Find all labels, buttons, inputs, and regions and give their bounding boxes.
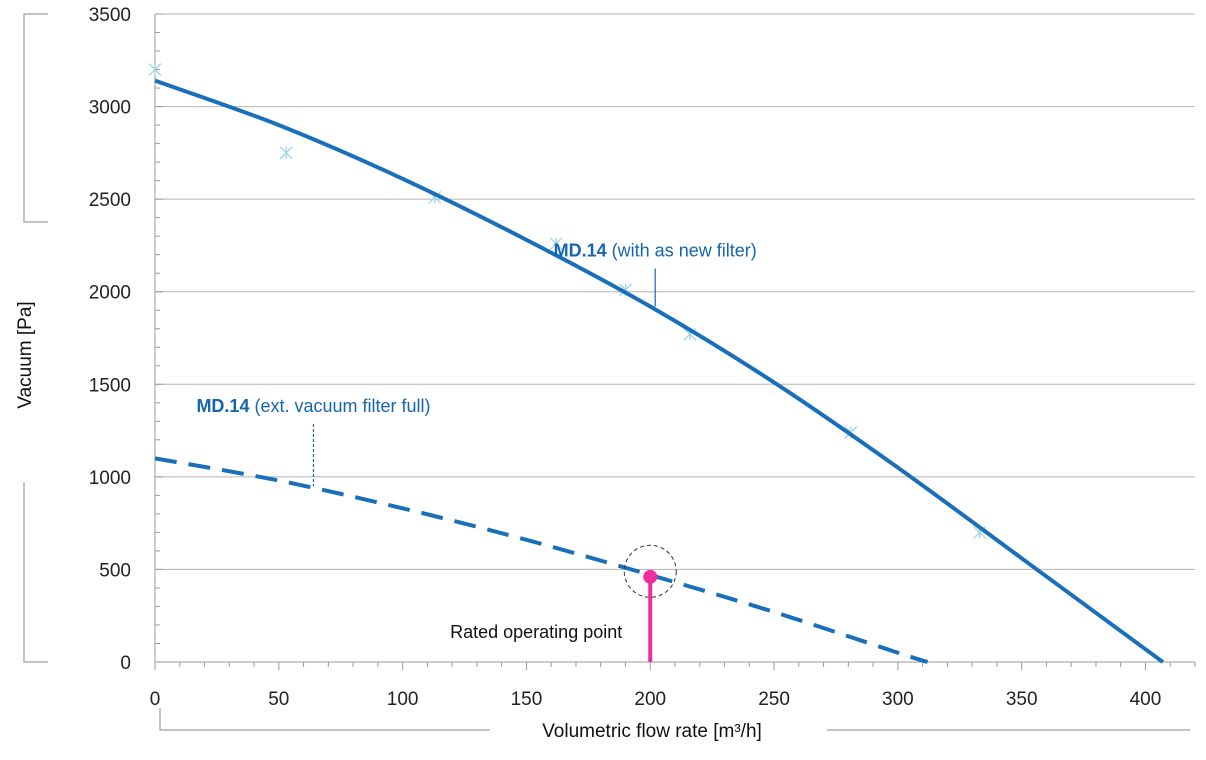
y-title-bracket-top xyxy=(23,13,48,223)
y-axis-title: Vacuum [Pa] xyxy=(15,301,36,408)
measured-point xyxy=(549,237,563,251)
y-tick-labels: 0 500 1000 1500 2000 2500 3000 3500 xyxy=(89,5,131,674)
x-tick-label: 200 xyxy=(634,689,666,710)
x-tick-label: 300 xyxy=(882,689,914,710)
y-tick-label: 3000 xyxy=(89,98,131,119)
y-tick-label: 0 xyxy=(120,653,131,674)
series-annotation-label: MD.14 (with as new filter) xyxy=(554,241,757,261)
x-tick-labels: 0 50 100 150 200 250 300 350 400 xyxy=(150,689,1162,710)
y-title-bracket-bottom xyxy=(23,482,48,663)
y-tick-label: 500 xyxy=(99,560,131,581)
y-tick-label: 3500 xyxy=(89,5,131,26)
x-tick-label: 350 xyxy=(1006,689,1038,710)
axes xyxy=(154,13,1196,670)
operating-point-highlight-circle xyxy=(623,544,677,598)
operating-point-marker xyxy=(643,569,658,584)
x-axis-title: Volumetric flow rate [m³/h] xyxy=(542,721,762,742)
chart-frame-decorations xyxy=(23,13,1190,731)
operating-point-label: Rated operating point xyxy=(450,622,622,642)
x-tick-label: 400 xyxy=(1130,689,1162,710)
y-tick-label: 2000 xyxy=(89,283,131,304)
x-title-bracket-left xyxy=(159,708,490,731)
measured-point xyxy=(279,146,293,160)
x-tick-label: 150 xyxy=(511,689,543,710)
gridlines xyxy=(155,13,1195,570)
x-tick-label: 50 xyxy=(268,689,289,710)
x-tick-label: 250 xyxy=(758,689,790,710)
y-tick-label: 1000 xyxy=(89,468,131,489)
series-line-new-filter xyxy=(154,78,1164,664)
annotations: MD.14 (with as new filter) MD.14 (ext. va… xyxy=(196,241,757,487)
y-tick-label: 1500 xyxy=(89,375,131,396)
measured-points xyxy=(148,63,987,539)
x-tick-label: 100 xyxy=(387,689,419,710)
series-lines xyxy=(154,78,1164,664)
y-tick-label: 2500 xyxy=(89,190,131,211)
x-tick-label: 0 xyxy=(150,689,161,710)
series-line-filter-full xyxy=(154,456,929,664)
measured-point xyxy=(148,63,162,77)
series-annotation-label: MD.14 (ext. vacuum filter full) xyxy=(196,396,430,416)
operating-point-group: Rated operating point xyxy=(450,544,677,662)
